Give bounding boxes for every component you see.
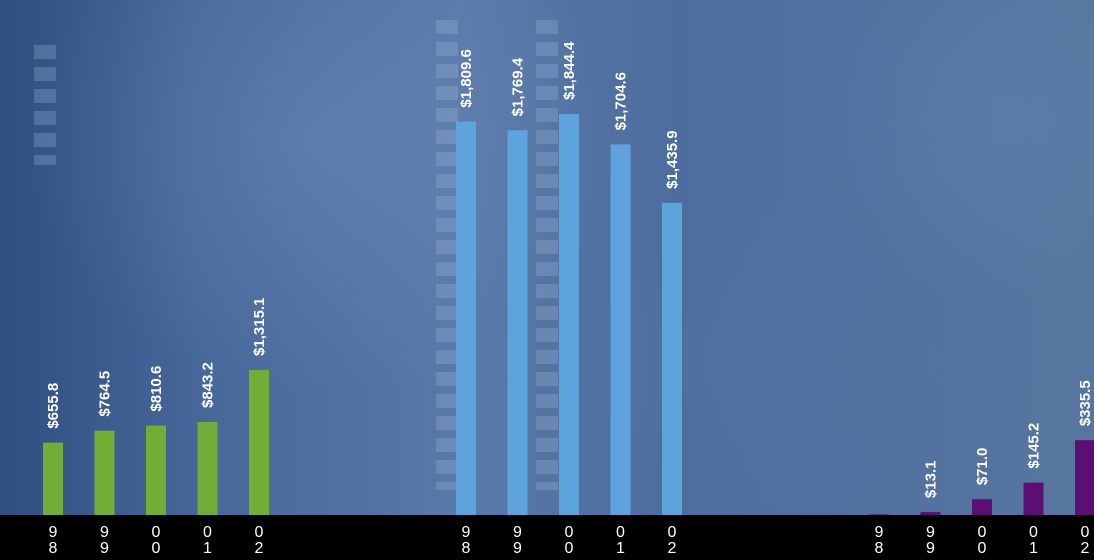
data-label: $335.5 [1077,380,1094,426]
bar-3-00 [972,499,992,515]
x-tick-label: 0 [152,524,161,541]
bar-1-00 [146,425,166,515]
bar-1-02 [249,369,269,515]
x-tick-label: 0 [565,540,574,557]
bar-1-98 [43,442,63,515]
x-tick-label: 9 [926,540,935,557]
x-tick-label: 0 [152,540,161,557]
x-tick-label: 8 [875,540,884,557]
data-label: $145.2 [1026,423,1043,469]
bar-3-02 [1075,440,1094,515]
x-tick-label: 1 [616,540,625,557]
x-tick-label: 0 [1081,524,1090,541]
x-tick-label: 2 [668,540,677,557]
x-tick-label: 0 [668,524,677,541]
data-label: $1,704.6 [613,72,630,130]
x-tick-label: 1 [203,540,212,557]
x-tick-label: 0 [978,524,987,541]
data-label: $1,315.1 [251,298,268,356]
bar-1-99 [94,430,115,515]
x-tick-label: 9 [462,524,471,541]
data-label: $1,844.4 [561,41,578,100]
axis-band [0,515,1094,560]
decorative-pattern [536,20,558,490]
bar-2-00 [559,114,579,516]
x-tick-label: 9 [513,524,522,541]
x-tick-label: 0 [255,524,264,541]
x-tick-label: 9 [49,524,58,541]
decorative-pattern [34,45,56,165]
x-tick-label: 9 [513,540,522,557]
x-tick-label: 0 [565,524,574,541]
data-label: $810.6 [148,366,165,412]
data-label: $764.5 [97,371,114,417]
x-tick-label: 9 [926,524,935,541]
bar-3-99 [920,512,941,515]
bar-3-98 [869,514,889,515]
data-label: $1,769.4 [510,57,527,116]
x-tick-label: 0 [203,524,212,541]
x-tick-label: 8 [49,540,58,557]
x-tick-label: 0 [1029,524,1038,541]
data-label: $655.8 [45,383,62,429]
data-label: $1,435.9 [664,130,681,188]
bar-2-02 [662,202,682,516]
x-tick-label: 0 [616,524,625,541]
data-label: $71.0 [974,448,991,486]
x-tick-label: 2 [255,540,264,557]
decorative-pattern [436,20,458,490]
x-tick-label: 9 [875,524,884,541]
x-tick-label: 9 [100,524,109,541]
bar-2-99 [507,130,528,515]
data-label: $843.2 [200,362,217,408]
bar-2-98 [456,121,476,515]
x-tick-label: 0 [978,540,987,557]
x-tick-label: 1 [1029,540,1038,557]
bar-3-01 [1023,482,1044,515]
bar-1-01 [197,421,218,515]
x-tick-label: 9 [100,540,109,557]
bar-2-01 [610,144,631,515]
data-label: $13.1 [923,461,940,499]
x-tick-label: 2 [1081,540,1090,557]
data-label: $1,809.6 [458,49,475,107]
x-tick-label: 8 [462,540,471,557]
